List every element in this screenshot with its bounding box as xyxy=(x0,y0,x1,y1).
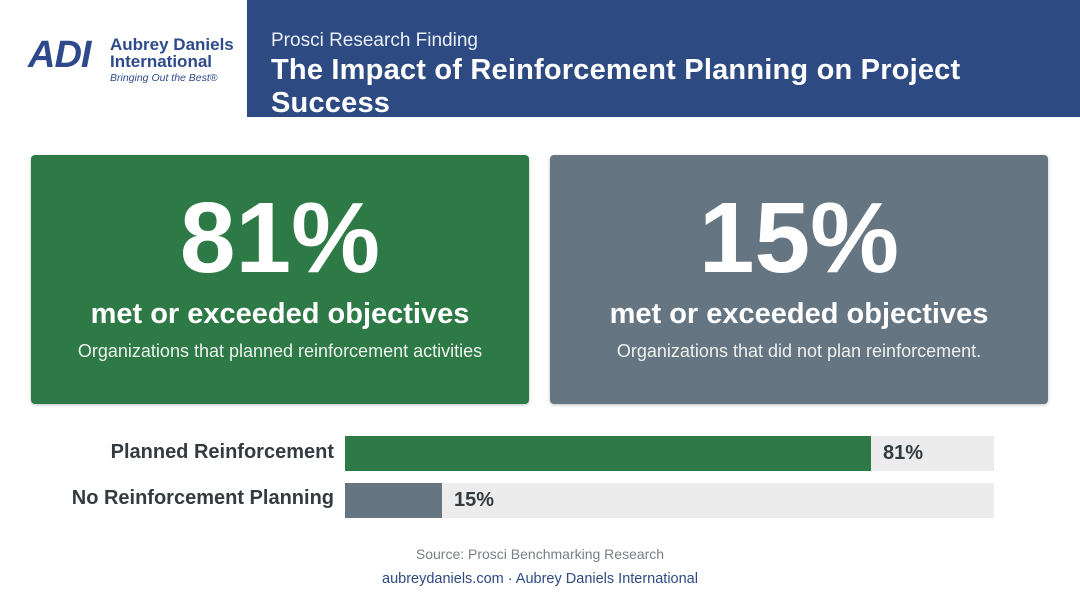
stat-headline: met or exceeded objectives xyxy=(609,298,989,330)
header-band: Prosci Research Finding The Impact of Re… xyxy=(247,0,1080,119)
bar-track: 81% xyxy=(345,436,994,471)
page-title: The Impact of Reinforcement Planning on … xyxy=(271,54,961,119)
bar-value-label: 81% xyxy=(883,442,924,464)
bar-planned xyxy=(345,436,871,471)
site-credit: aubreydaniels.com · Aubrey Daniels Inter… xyxy=(382,571,698,587)
logo-mark: ADI xyxy=(28,34,91,76)
stat-headline: met or exceeded objectives xyxy=(90,298,470,330)
stat-card-unplanned: 15% met or exceeded objectives Organizat… xyxy=(550,155,1048,404)
bar-category-label: No Reinforcement Planning xyxy=(71,487,334,509)
logo-tagline: Bringing Out the Best® xyxy=(110,72,218,84)
bar-category-label: Planned Reinforcement xyxy=(110,441,334,463)
stat-value: 15% xyxy=(698,182,900,294)
stat-description: Organizations that planned reinforcement… xyxy=(77,341,483,361)
bar-no-planning xyxy=(345,483,442,518)
logo-name-line2: International xyxy=(110,52,213,71)
logo: ADI Aubrey Daniels International Bringin… xyxy=(0,0,247,117)
header-subtitle: Prosci Research Finding xyxy=(271,30,478,51)
logo-name-line1: Aubrey Daniels xyxy=(110,35,234,54)
logo-name: Aubrey Daniels International xyxy=(110,36,234,70)
stat-description: Organizations that did not plan reinforc… xyxy=(616,341,982,361)
stat-card-planned: 81% met or exceeded objectives Organizat… xyxy=(31,155,529,404)
source-note: Source: Prosci Benchmarking Research xyxy=(415,546,665,562)
bar-track: 15% xyxy=(345,483,994,518)
bar-value-label: 15% xyxy=(454,489,495,511)
stat-value: 81% xyxy=(179,182,381,294)
